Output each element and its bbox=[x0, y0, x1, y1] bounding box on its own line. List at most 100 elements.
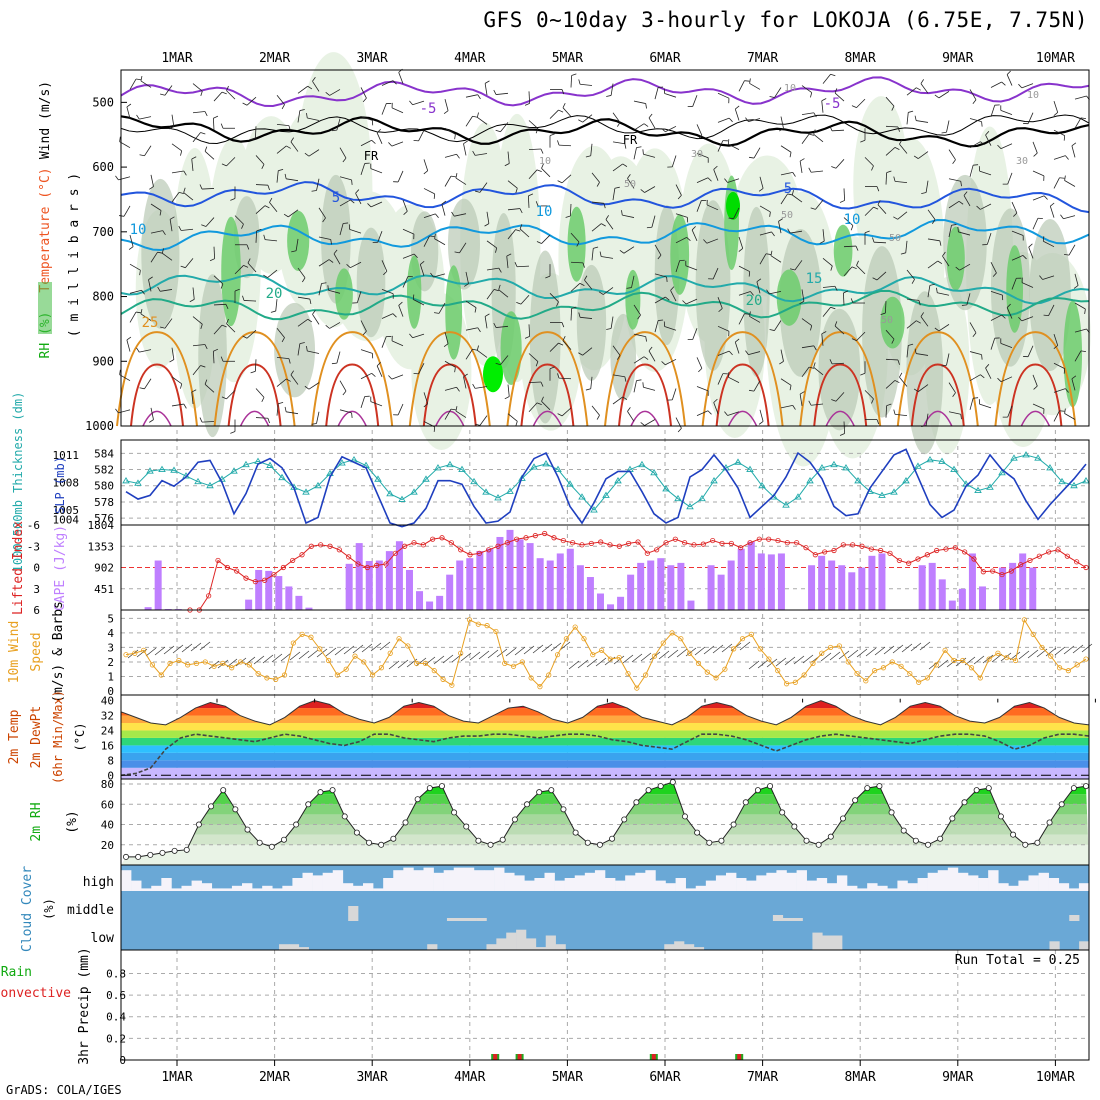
wind-barb bbox=[441, 203, 446, 216]
lifted-index-marker bbox=[775, 537, 781, 544]
isotherm-35 bbox=[532, 410, 563, 427]
wind-barb bbox=[617, 355, 621, 360]
lifted-index-marker bbox=[691, 542, 697, 548]
wind-barb bbox=[633, 100, 646, 104]
wind-barb bbox=[893, 176, 896, 182]
wind-barb bbox=[528, 169, 538, 180]
wind-barb bbox=[171, 192, 180, 203]
rh-marker bbox=[366, 839, 373, 846]
thickness-marker bbox=[242, 460, 250, 468]
cloud-high-cell bbox=[776, 870, 787, 891]
wind-barb bbox=[1032, 141, 1038, 154]
wind-barb bbox=[808, 400, 812, 406]
wind-barb bbox=[860, 139, 866, 143]
wind-barb bbox=[515, 421, 518, 427]
cloud-high-cell bbox=[302, 872, 313, 891]
wind-speed-marker bbox=[264, 675, 270, 681]
wind-barb bbox=[908, 343, 914, 346]
rh-marker bbox=[135, 853, 142, 860]
wind-barb bbox=[810, 92, 813, 98]
cape-bar bbox=[999, 567, 1007, 610]
wind-barb bbox=[246, 329, 257, 339]
wind-barb bbox=[139, 116, 152, 120]
rh-marker bbox=[305, 801, 312, 808]
wind-barb bbox=[1063, 253, 1070, 256]
cloud-middle-cell bbox=[782, 918, 793, 921]
wind-barb bbox=[140, 308, 143, 315]
wind-speed-marker bbox=[378, 665, 385, 671]
rh-shade-70 bbox=[500, 311, 522, 385]
wind-barb bbox=[648, 350, 656, 362]
wind-barb bbox=[1065, 388, 1069, 393]
rh-marker bbox=[159, 849, 166, 856]
cape-bar bbox=[476, 551, 484, 610]
cape-bar bbox=[828, 560, 836, 610]
cloud-low-cell bbox=[812, 932, 823, 950]
lifted-index-marker bbox=[719, 540, 725, 547]
wind-barb bbox=[738, 265, 750, 272]
wind-barb bbox=[562, 336, 566, 341]
wind-speed-marker bbox=[176, 657, 182, 664]
wind-barb bbox=[571, 73, 577, 76]
isotherm-35 bbox=[337, 410, 367, 427]
cloud-high-cell bbox=[1008, 885, 1019, 891]
wind-speed-marker bbox=[995, 650, 1001, 656]
thickness-marker bbox=[1058, 477, 1066, 485]
wind-barb bbox=[429, 235, 435, 237]
temp-ytick: 32 bbox=[101, 710, 114, 723]
lifted-index-marker bbox=[243, 575, 249, 581]
wind-barb bbox=[171, 114, 175, 127]
wind-barb bbox=[713, 169, 719, 181]
wind-barb bbox=[757, 659, 769, 669]
wind-barb bbox=[265, 239, 278, 242]
wind-barb bbox=[444, 408, 452, 420]
wind-barb bbox=[586, 658, 598, 668]
wind-barb bbox=[444, 386, 457, 391]
wind-speed-marker bbox=[317, 646, 323, 652]
wind-barb bbox=[979, 403, 992, 409]
lifted-index-marker bbox=[962, 549, 968, 555]
wind-barb bbox=[454, 134, 456, 140]
lifted-index-marker bbox=[262, 577, 268, 583]
wind-barb bbox=[339, 147, 347, 159]
wind-barb bbox=[261, 397, 265, 403]
rh-shade-90 bbox=[483, 356, 503, 393]
wind-barb bbox=[885, 358, 899, 361]
wind-barb bbox=[892, 644, 904, 654]
wind-barb bbox=[843, 266, 853, 277]
thickness-marker bbox=[530, 463, 538, 470]
panel-frame-pr bbox=[120, 949, 1090, 1061]
rh-shade-50 bbox=[576, 264, 607, 381]
cloud-high-cell bbox=[615, 880, 626, 891]
wind-barb bbox=[899, 139, 903, 145]
cloud-row-label-low: low bbox=[91, 931, 115, 946]
cape-bar bbox=[858, 567, 866, 610]
cape-bar bbox=[375, 560, 383, 610]
wind-speed-marker bbox=[211, 663, 217, 669]
wind-barb bbox=[241, 223, 244, 229]
cloud-high-cell bbox=[393, 870, 404, 891]
wind-barb bbox=[622, 214, 635, 218]
isotherm-25 bbox=[701, 331, 784, 427]
wind-speed-marker bbox=[836, 643, 842, 649]
wind-barb bbox=[626, 287, 632, 289]
wind-barb bbox=[297, 110, 301, 123]
wind-barb bbox=[937, 659, 949, 669]
cape-bar bbox=[546, 560, 554, 610]
lifted-index-marker bbox=[980, 569, 986, 575]
wind-speed-marker bbox=[193, 660, 200, 666]
isotherm-30 bbox=[910, 363, 965, 427]
wind-barb bbox=[927, 238, 940, 242]
wind-barb bbox=[360, 163, 366, 175]
wind-barb bbox=[636, 379, 642, 381]
rh-marker bbox=[426, 785, 433, 792]
wind-barb bbox=[413, 139, 419, 142]
wind-barb bbox=[759, 253, 767, 265]
rh-marker bbox=[487, 841, 494, 848]
wind-barb bbox=[980, 374, 985, 379]
wind-barb bbox=[297, 85, 308, 94]
cloud-high-cell bbox=[574, 875, 586, 891]
wind-speed-marker bbox=[299, 631, 305, 637]
wind-barb bbox=[624, 143, 627, 149]
date-label-top: 7MAR bbox=[747, 51, 778, 66]
